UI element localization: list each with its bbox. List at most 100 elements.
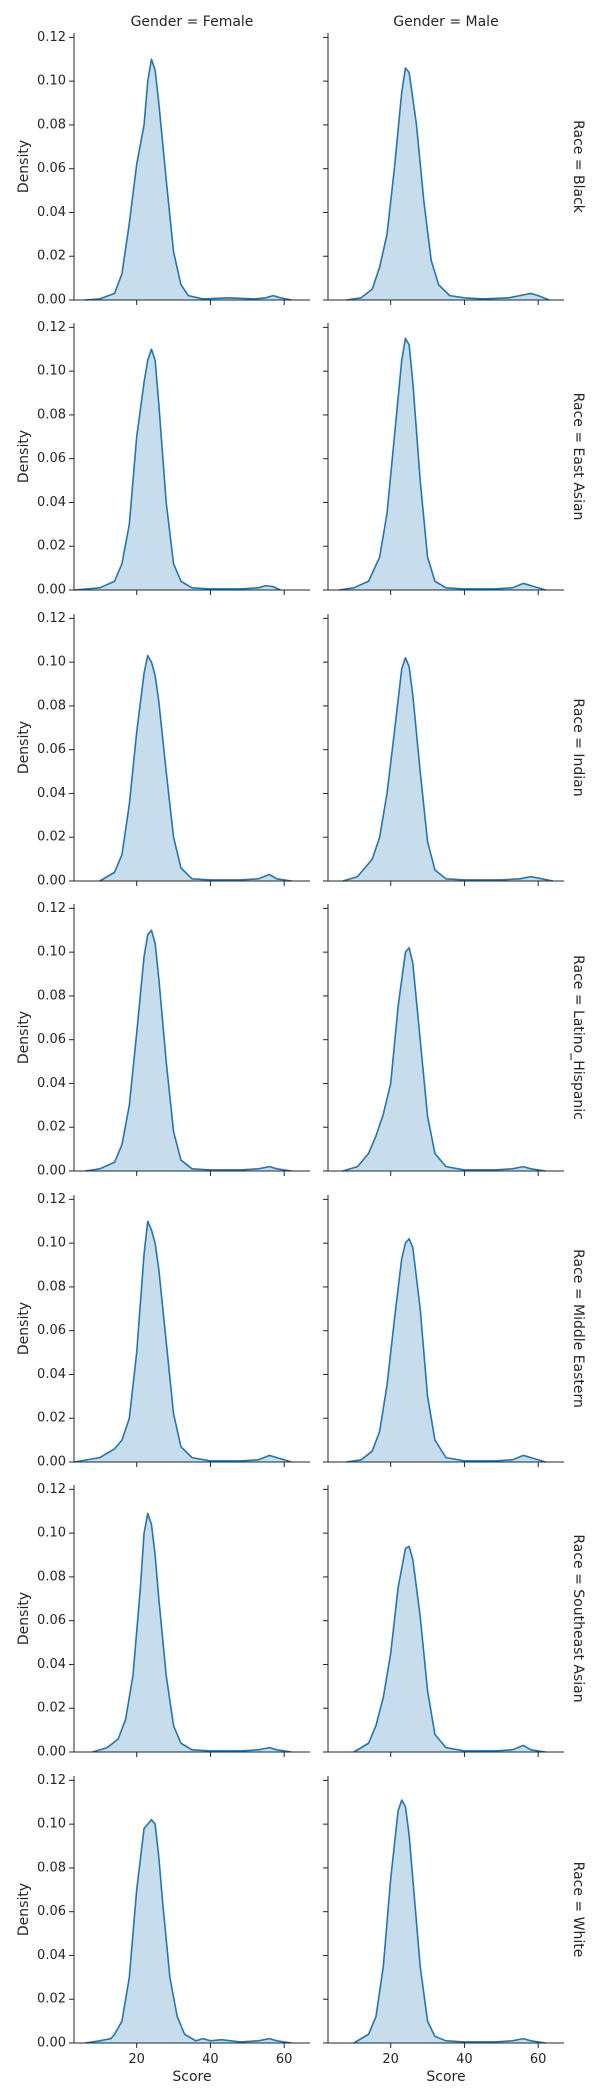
row-title: Race = White: [570, 1862, 586, 1958]
y-axis-label: Density: [16, 140, 32, 193]
y-tick-label: 0.00: [37, 1455, 66, 1470]
y-tick-label: 0.06: [37, 742, 66, 757]
y-tick-label: 0.00: [37, 874, 66, 889]
column-title: Gender = Male: [393, 14, 498, 30]
y-tick-label: 0.02: [37, 539, 66, 554]
x-tick-label: 40: [456, 2052, 473, 2067]
density-area: [346, 1238, 546, 1462]
row-title: Race = Indian: [570, 698, 586, 796]
density-area: [74, 349, 281, 590]
density-area: [342, 947, 546, 1171]
y-tick-label: 0.04: [37, 495, 66, 510]
row-title: Race = Southeast Asian: [570, 1534, 586, 1702]
density-area: [85, 59, 292, 301]
y-tick-label: 0.08: [37, 117, 66, 132]
y-tick-label: 0.00: [37, 293, 66, 308]
x-tick-label: 40: [202, 2052, 219, 2067]
density-line: [353, 1545, 546, 1753]
density-line: [84, 929, 292, 1172]
density-area: [85, 1819, 292, 2043]
y-tick-label: 0.12: [37, 901, 66, 916]
y-axis-label: Density: [16, 1011, 32, 1064]
y-tick-label: 0.08: [37, 1860, 66, 1875]
y-tick-label: 0.02: [37, 1120, 66, 1135]
x-tick-label: 60: [276, 2052, 293, 2067]
density-area: [353, 1546, 546, 1752]
density-line: [99, 654, 292, 882]
density-area: [339, 338, 546, 590]
y-axis-label: Density: [16, 1302, 32, 1355]
y-tick-label: 0.04: [37, 786, 66, 801]
y-axis-label: Density: [16, 430, 32, 483]
y-tick-label: 0.12: [37, 320, 66, 335]
density-line: [73, 1220, 292, 1463]
y-tick-label: 0.02: [37, 830, 66, 845]
y-tick-label: 0.06: [37, 1904, 66, 1919]
y-tick-label: 0.00: [37, 2036, 66, 2051]
x-axis-label: Score: [426, 2069, 465, 2085]
y-tick-label: 0.08: [37, 698, 66, 713]
y-tick-label: 0.08: [37, 1569, 66, 1584]
row-title: Race = East Asian: [570, 393, 586, 521]
density-area: [353, 1800, 546, 2043]
density-line: [342, 656, 554, 882]
y-tick-label: 0.08: [37, 1279, 66, 1294]
y-tick-label: 0.10: [37, 364, 66, 379]
density-line: [73, 348, 281, 591]
density-area: [74, 1221, 292, 1462]
y-axis-label: Density: [16, 721, 32, 774]
y-tick-label: 0.08: [37, 407, 66, 422]
y-tick-label: 0.04: [37, 1657, 66, 1672]
y-tick-label: 0.04: [37, 1076, 66, 1091]
column-title: Gender = Female: [131, 14, 254, 30]
y-tick-label: 0.02: [37, 1411, 66, 1426]
row-title: Race = Middle Eastern: [570, 1249, 586, 1408]
x-axis-label: Score: [172, 2069, 211, 2085]
y-tick-label: 0.06: [37, 161, 66, 176]
y-tick-label: 0.06: [37, 1613, 66, 1628]
density-line: [85, 58, 292, 301]
y-tick-label: 0.12: [37, 1482, 66, 1497]
x-tick-label: 20: [382, 2052, 399, 2067]
y-tick-label: 0.04: [37, 1948, 66, 1963]
y-tick-label: 0.00: [37, 1745, 66, 1760]
row-title: Race = Latino_Hispanic: [570, 955, 586, 1120]
y-tick-label: 0.10: [37, 74, 66, 89]
density-line: [84, 1818, 292, 2044]
density-line: [92, 1512, 292, 1753]
y-tick-label: 0.06: [37, 1032, 66, 1047]
density-area: [346, 68, 550, 301]
density-area: [85, 930, 292, 1171]
y-tick-label: 0.02: [37, 1701, 66, 1716]
y-tick-label: 0.02: [37, 1992, 66, 2007]
y-tick-label: 0.10: [37, 655, 66, 670]
y-tick-label: 0.06: [37, 451, 66, 466]
row-title: Race = Black: [570, 120, 586, 214]
y-tick-label: 0.12: [37, 611, 66, 626]
density-line: [353, 1799, 546, 2044]
y-tick-label: 0.10: [37, 1236, 66, 1251]
y-tick-label: 0.12: [37, 30, 66, 45]
y-tick-label: 0.08: [37, 988, 66, 1003]
x-tick-label: 20: [128, 2052, 145, 2067]
x-tick-label: 60: [530, 2052, 547, 2067]
y-tick-label: 0.06: [37, 1323, 66, 1338]
y-tick-label: 0.04: [37, 205, 66, 220]
density-area: [342, 657, 553, 881]
density-area: [92, 1513, 292, 1752]
y-axis-label: Density: [16, 1883, 32, 1936]
y-tick-label: 0.12: [37, 1773, 66, 1788]
y-tick-label: 0.10: [37, 945, 66, 960]
y-tick-label: 0.00: [37, 1164, 66, 1179]
y-axis-label: Density: [16, 1592, 32, 1645]
density-line: [346, 67, 550, 301]
y-tick-label: 0.02: [37, 249, 66, 264]
density-line: [338, 337, 546, 591]
y-tick-label: 0.12: [37, 1192, 66, 1207]
y-tick-label: 0.10: [37, 1817, 66, 1832]
y-tick-label: 0.10: [37, 1526, 66, 1541]
density-line: [342, 946, 546, 1172]
y-tick-label: 0.04: [37, 1367, 66, 1382]
density-area: [99, 655, 292, 881]
